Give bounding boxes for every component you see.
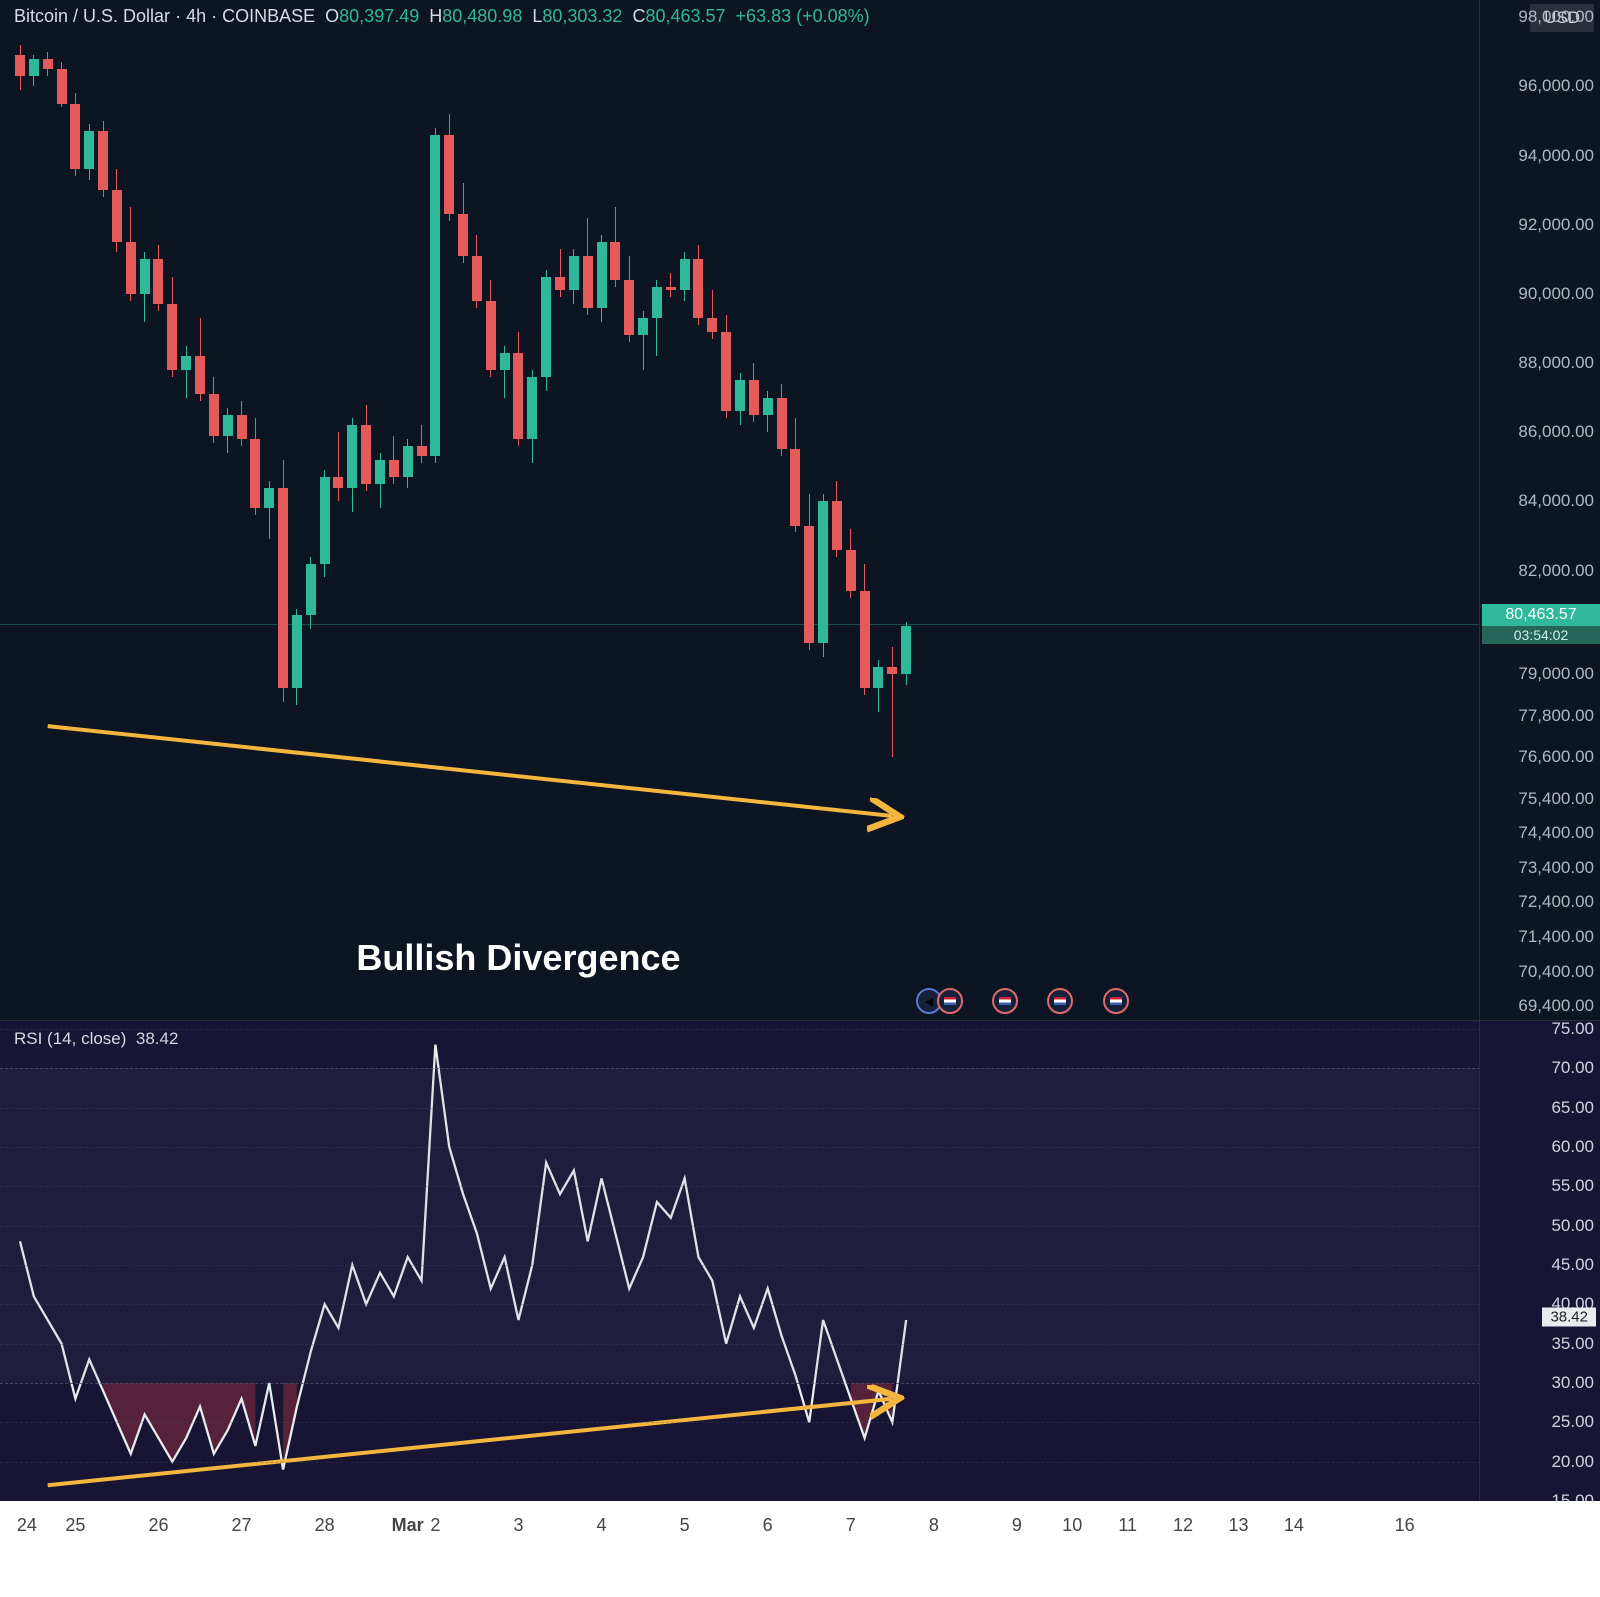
rsi-y-tick-label: 45.00 xyxy=(1551,1255,1594,1275)
rsi-panel[interactable]: RSI (14, close) 38.42 75.00 70.00 65.00 60.… xyxy=(0,1020,1600,1501)
price-chart-area[interactable] xyxy=(0,0,1480,1020)
symbol[interactable]: Bitcoin / U.S. Dollar xyxy=(14,6,170,26)
x-tick-label: 14 xyxy=(1284,1515,1304,1536)
x-tick-label: 25 xyxy=(65,1515,85,1536)
rsi-chart-area[interactable] xyxy=(0,1021,1480,1501)
x-tick-label: 16 xyxy=(1395,1515,1415,1536)
y-tick-label: 86,000.00 xyxy=(1518,422,1594,442)
ohlc-high: 80,480.98 xyxy=(442,6,522,26)
price-panel[interactable]: Bitcoin / U.S. Dollar · 4h · COINBASE O8… xyxy=(0,0,1600,1020)
price-y-axis[interactable]: USD 98,000.0096,000.0094,000.0092,000.00… xyxy=(1479,0,1600,1020)
y-tick-label: 76,600.00 xyxy=(1518,747,1594,767)
ohlc-open: 80,397.49 xyxy=(339,6,419,26)
rsi-gridline xyxy=(0,1304,1480,1305)
current-price-badge: 80,463.5703:54:02 xyxy=(1482,604,1600,644)
y-tick-label: 72,400.00 xyxy=(1518,892,1594,912)
rsi-y-tick-label: 50.00 xyxy=(1551,1216,1594,1236)
x-tick-label: 4 xyxy=(597,1515,607,1536)
x-tick-label: 9 xyxy=(1012,1515,1022,1536)
y-tick-label: 74,400.00 xyxy=(1518,823,1594,843)
x-tick-label: 10 xyxy=(1062,1515,1082,1536)
y-tick-label: 88,000.00 xyxy=(1518,353,1594,373)
rsi-y-tick-label: 35.00 xyxy=(1551,1334,1594,1354)
rsi-y-tick-label: 25.00 xyxy=(1551,1412,1594,1432)
rsi-gridline xyxy=(0,1265,1480,1266)
rsi-title: RSI (14, close) 38.42 xyxy=(14,1029,178,1049)
rsi-gridline xyxy=(0,1108,1480,1109)
exchange[interactable]: COINBASE xyxy=(222,6,315,26)
x-tick-label: 24 xyxy=(17,1515,37,1536)
y-tick-label: 92,000.00 xyxy=(1518,215,1594,235)
y-tick-label: 84,000.00 xyxy=(1518,491,1594,511)
ohlc-close: 80,463.57 xyxy=(645,6,725,26)
rsi-gridline xyxy=(0,1068,1480,1069)
y-tick-label: 73,400.00 xyxy=(1518,858,1594,878)
rsi-gridline xyxy=(0,1422,1480,1423)
rsi-gridline xyxy=(0,1226,1480,1227)
rsi-y-axis[interactable]: 75.0070.0065.0060.0055.0050.0045.0040.00… xyxy=(1479,1021,1600,1501)
y-tick-label: 82,000.00 xyxy=(1518,561,1594,581)
rsi-y-tick-label: 55.00 xyxy=(1551,1176,1594,1196)
rsi-y-tick-label: 20.00 xyxy=(1551,1452,1594,1472)
x-tick-label: 12 xyxy=(1173,1515,1193,1536)
rsi-gridline xyxy=(0,1147,1480,1148)
y-tick-label: 94,000.00 xyxy=(1518,146,1594,166)
event-dot-icon[interactable] xyxy=(937,988,963,1014)
rsi-gridline xyxy=(0,1462,1480,1463)
price-badge-price: 80,463.57 xyxy=(1482,604,1600,626)
rsi-y-tick-label: 70.00 xyxy=(1551,1058,1594,1078)
x-tick-label: Mar xyxy=(392,1515,424,1536)
rsi-gridline xyxy=(0,1383,1480,1384)
rsi-gridline xyxy=(0,1186,1480,1187)
x-tick-label: 2 xyxy=(430,1515,440,1536)
x-tick-label: 28 xyxy=(315,1515,335,1536)
price-overlay-svg xyxy=(0,0,1480,1020)
y-tick-label: 75,400.00 xyxy=(1518,789,1594,809)
x-tick-label: 26 xyxy=(148,1515,168,1536)
x-tick-label: 3 xyxy=(513,1515,523,1536)
x-tick-label: 13 xyxy=(1228,1515,1248,1536)
y-tick-label: 70,400.00 xyxy=(1518,962,1594,982)
y-tick-label: 69,400.00 xyxy=(1518,996,1594,1016)
event-dot-icon[interactable] xyxy=(992,988,1018,1014)
time-axis[interactable]: 24 25 26 27 28 Mar 2 3 4 5 6 7 8 9 10 11 12 13 14 16 xyxy=(0,1501,1600,1561)
rsi-y-tick-label: 65.00 xyxy=(1551,1098,1594,1118)
rsi-y-tick-label: 60.00 xyxy=(1551,1137,1594,1157)
ohlc-low: 80,303.32 xyxy=(542,6,622,26)
rsi-gridline xyxy=(0,1344,1480,1345)
current-price-line xyxy=(0,624,1480,625)
ohlc-change: +63.83 (+0.08%) xyxy=(736,6,870,26)
symbol-header: Bitcoin / U.S. Dollar · 4h · COINBASE O8… xyxy=(14,6,870,27)
rsi-value: 38.42 xyxy=(136,1029,179,1048)
event-dot-icon[interactable] xyxy=(1103,988,1129,1014)
x-tick-label: 6 xyxy=(763,1515,773,1536)
y-tick-label: 79,000.00 xyxy=(1518,664,1594,684)
chart-page: Bitcoin / U.S. Dollar · 4h · COINBASE O8… xyxy=(0,0,1600,1561)
x-tick-label: 11 xyxy=(1118,1515,1137,1536)
x-tick-label: 8 xyxy=(929,1515,939,1536)
y-tick-label: 90,000.00 xyxy=(1518,284,1594,304)
y-tick-label: 98,000.00 xyxy=(1518,7,1594,27)
price-badge-countdown: 03:54:02 xyxy=(1482,626,1600,644)
rsi-y-tick-label: 15.00 xyxy=(1551,1491,1594,1501)
rsi-y-tick-label: 30.00 xyxy=(1551,1373,1594,1393)
y-tick-label: 96,000.00 xyxy=(1518,76,1594,96)
y-tick-label: 71,400.00 xyxy=(1518,927,1594,947)
x-tick-label: 5 xyxy=(680,1515,690,1536)
rsi-gridline xyxy=(0,1029,1480,1030)
annotation-title: Bullish Divergence xyxy=(356,937,680,979)
interval[interactable]: 4h xyxy=(186,6,206,26)
rsi-y-tick-label: 75.00 xyxy=(1551,1020,1594,1039)
x-tick-label: 7 xyxy=(846,1515,856,1536)
y-tick-label: 77,800.00 xyxy=(1518,706,1594,726)
rsi-current-badge: 38.42 xyxy=(1542,1307,1596,1326)
x-tick-label: 27 xyxy=(232,1515,252,1536)
